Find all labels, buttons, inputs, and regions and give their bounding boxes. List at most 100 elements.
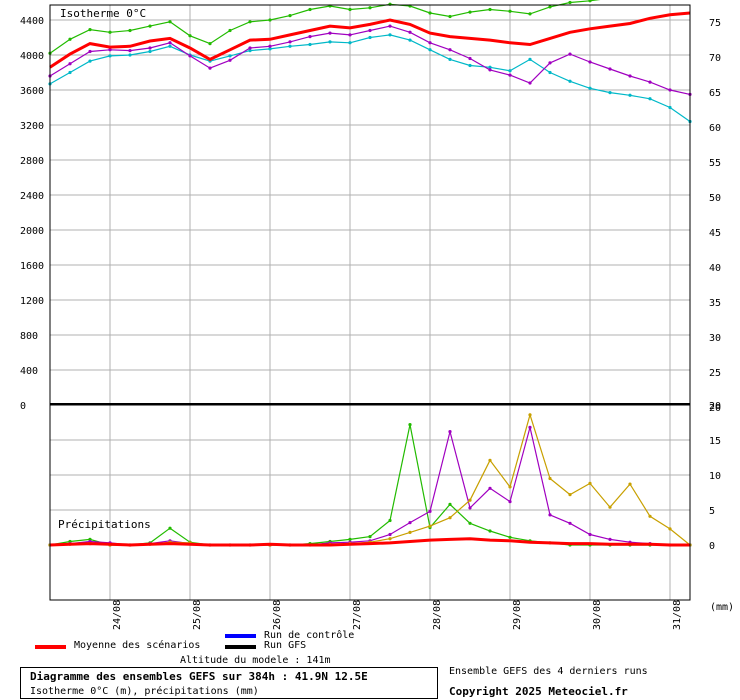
precip-member-line-point: [568, 521, 572, 525]
gfs-legend-label: Run GFS: [264, 640, 307, 651]
isotherm-member-line-point: [368, 28, 372, 33]
isotherm-member-line-point: [268, 18, 272, 22]
isotherm-member-line-point: [608, 91, 612, 95]
isotherm-member-line-point: [208, 66, 212, 70]
isotherm-member-line-point: [568, 52, 572, 56]
precip-member-line-point: [588, 481, 592, 485]
isotherm-member-line-point: [168, 44, 172, 48]
isotherm-member-line-point: [348, 7, 352, 12]
precip-member-line-point: [348, 537, 352, 542]
isotherm-member-line-point: [348, 33, 352, 37]
right-tick-label: 65: [709, 88, 721, 99]
precip-member-line-point: [448, 516, 452, 520]
mean-legend-label: Moyenne des scénarios: [74, 640, 201, 651]
right-tick-label: 70: [709, 53, 721, 64]
precip-member-line-point: [408, 423, 412, 427]
date-label: 31/08: [672, 600, 683, 630]
isotherm-member-line-point: [448, 48, 452, 52]
precip-member-line-point: [168, 526, 172, 530]
isotherm-member-line-point: [448, 57, 452, 61]
isotherm-member-line-point: [408, 38, 412, 42]
isotherm-member-line-point: [188, 54, 192, 58]
upper-plot-frame: [49, 4, 691, 406]
isotherm-member-line-point: [628, 74, 632, 78]
diagram-subtitle: Isotherme 0°C (m), précipitations (mm): [30, 686, 259, 697]
precip-member-line-point: [468, 506, 472, 510]
isotherm-member-line-point: [488, 68, 492, 72]
precip-member-line-point: [408, 521, 412, 525]
precip-member-line-point: [508, 535, 512, 539]
precip-member-line-point: [428, 509, 432, 513]
precip-member-line-point: [428, 524, 432, 528]
precip-member-line-point: [388, 532, 392, 537]
precip-member-line-point: [548, 513, 552, 517]
precip-member-line-point: [568, 493, 572, 497]
precip-mean-line: [49, 537, 690, 547]
isotherm-member-line-point: [148, 49, 152, 54]
isotherm-member-line-point: [248, 20, 252, 24]
precip-tick-label: 15: [709, 436, 721, 447]
precip-member-line-point: [448, 430, 452, 434]
isotherm-member-line-point: [148, 46, 152, 50]
isotherm-member-line-point: [248, 46, 252, 50]
isotherm-member-line-point: [268, 47, 272, 51]
isotherm-member-line-point: [368, 35, 372, 40]
right-tick-label: 75: [709, 18, 721, 29]
isotherm-member-line-point: [388, 24, 392, 28]
date-label: 24/08: [112, 600, 123, 630]
precip-member-line-point: [648, 514, 652, 518]
isotherm-member-line-point: [608, 67, 612, 71]
left-tick-label: 0: [20, 401, 26, 412]
isotherm-member-line-point: [228, 28, 232, 33]
model-altitude: Altitude du modele : 141m: [180, 655, 331, 666]
precip-tick-label: 20: [709, 401, 721, 412]
isotherm-member-line-point: [408, 30, 412, 34]
right-tick-label: 30: [709, 333, 721, 344]
right-tick-label: 20: [709, 403, 721, 414]
plot-frames: [49, 4, 691, 601]
isotherm-member-line-point: [108, 54, 112, 58]
isotherm-member-line-point: [168, 20, 172, 24]
isotherm-panel-title: Isotherme 0°C: [60, 7, 146, 20]
isotherm-member-line-point: [528, 12, 532, 16]
right-tick-label: 55: [709, 158, 721, 169]
left-tick-label: 4000: [20, 51, 44, 62]
right-tick-label: 50: [709, 193, 721, 204]
precip-unit-label: (mm): [710, 602, 734, 613]
precip-series: [48, 412, 692, 547]
isotherm-member-line-point: [428, 11, 432, 15]
left-tick-label: 1200: [20, 296, 44, 307]
isotherm-member-line-point: [448, 14, 452, 19]
isotherm-member-line-point: [328, 31, 332, 35]
isotherm-member-line-point: [628, 93, 632, 97]
isotherm-member-line-point: [308, 7, 312, 12]
precip-member-line-point: [488, 529, 492, 533]
precip-panel-title: Précipitations: [58, 518, 151, 531]
precip-member-line-point: [608, 505, 612, 509]
precip-member-line-point: [368, 535, 372, 539]
control-legend-swatch: [225, 634, 256, 638]
right-tick-label: 60: [709, 123, 721, 134]
mean-legend-swatch: [35, 645, 66, 649]
right-tick-label: 40: [709, 263, 721, 274]
isotherm-member-line-point: [588, 86, 592, 90]
isotherm-member-line-point: [288, 40, 292, 44]
date-label: 26/08: [272, 600, 283, 630]
precip-member-line-point: [628, 482, 632, 486]
left-tick-label: 2000: [20, 226, 44, 237]
isotherm-member-line-point: [68, 37, 72, 41]
precip-tick-label: 5: [709, 506, 715, 517]
left-tick-label: 800: [20, 331, 38, 342]
precip-tick-label: 10: [709, 471, 721, 482]
isotherm-mean-line: [49, 11, 691, 69]
left-tick-label: 1600: [20, 261, 44, 272]
precip-member-line-point: [448, 502, 452, 506]
isotherm-member-line-point: [288, 44, 292, 48]
left-tick-label: 2800: [20, 156, 44, 167]
isotherm-member-line-point: [528, 81, 532, 85]
precip-member-line-point: [548, 476, 552, 481]
isotherm-member-line-point: [68, 62, 72, 66]
isotherm-member-line-point: [248, 49, 252, 53]
isotherm-member-line-point: [548, 61, 552, 65]
right-tick-label: 35: [709, 298, 721, 309]
